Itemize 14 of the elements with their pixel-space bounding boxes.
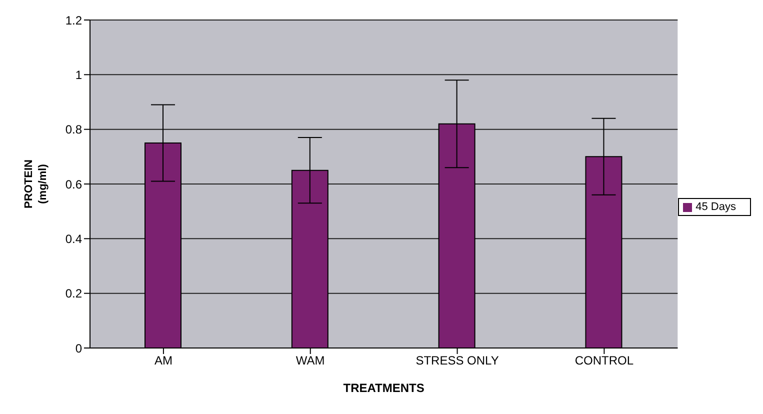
y-tick-label: 0.8 <box>65 122 82 137</box>
x-tick-label: AM <box>154 354 172 368</box>
x-tick-label: STRESS ONLY <box>416 354 499 368</box>
y-tick-label: 1.2 <box>65 13 82 28</box>
y-tick-label: 0.4 <box>65 232 82 246</box>
legend-label: 45 Days <box>696 201 736 213</box>
x-axis-title: TREATMENTS <box>343 381 424 395</box>
y-tick-label: 0.6 <box>65 177 82 192</box>
x-tick-label: CONTROL <box>574 354 634 368</box>
y-tick-label: 0.2 <box>65 286 82 301</box>
y-axis-title: PROTEIN (mg/ml) <box>23 160 49 208</box>
x-tick-label: WAM <box>296 354 325 368</box>
y-tick-label: 1 <box>75 68 82 82</box>
y-tick-label: 0 <box>75 341 82 356</box>
